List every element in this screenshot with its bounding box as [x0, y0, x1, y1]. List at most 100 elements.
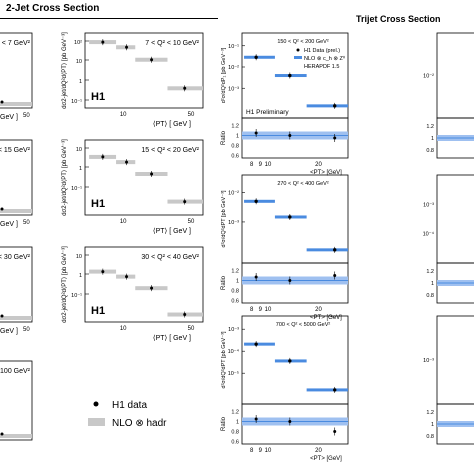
trijet-5-data-point [333, 388, 337, 392]
trijet-1-xtick-label: 8 [250, 162, 254, 168]
dijet-e-theory-bar [0, 316, 32, 320]
trijet-1-title: 150 < Q² < 200 GeV² [277, 39, 329, 45]
trijet-4-frame [436, 174, 474, 264]
dijet-e-xlabel: GeV ] [0, 328, 18, 335]
dijet-heading-rule [0, 18, 218, 19]
trijet-6-ytick-label: 10⁻³ [423, 358, 434, 364]
trijet-6-ratio-ytick-label: 0.8 [426, 434, 434, 440]
trijet-5-ratio-ytick-label: 0.8 [231, 430, 239, 436]
dijet-f-data-point [125, 275, 129, 279]
trijet-5-ratio-ytick-label: 0.6 [231, 440, 239, 446]
trijet-4-ratio-ytick-label: 0.8 [426, 293, 434, 299]
trijet-4-ytick-label: 10⁻³ [423, 202, 434, 208]
trijet-5-xtick-label: 10 [265, 448, 272, 454]
trijet-3-ratio-point [288, 279, 292, 282]
trijet-5-xtick-label: 9 [259, 448, 263, 454]
trijet-3-ratio-ytick-label: 0.8 [231, 289, 239, 295]
trijet-2-ytick-label: 10⁻² [423, 74, 434, 80]
dijet-b-h1-tag: H1 [91, 91, 105, 103]
dijet-c-data-point [0, 207, 4, 211]
dijet-f-h1-tag: H1 [91, 305, 105, 317]
legend-data-label: H1 data [112, 400, 147, 411]
trijet-5-data-point [288, 359, 292, 363]
trijet-1-legend-pdf: HERAPDF 1.5 [304, 64, 339, 70]
dijet-d-h1-tag: H1 [91, 198, 105, 210]
dijet-e-data-point [0, 314, 4, 318]
dijet-d-data-point [150, 172, 154, 176]
trijet-1-xtick-label: 10 [265, 162, 272, 168]
dijet-e-xtick-label: 50 [23, 327, 30, 333]
dijet-b-data-point [125, 45, 129, 49]
dijet-a-theory-bar [0, 102, 32, 106]
trijet-1-ratio-label: Ratio [221, 130, 227, 145]
trijet-3-ytick-label: 10⁻³ [228, 220, 239, 226]
trijet-1-data-point [333, 104, 337, 108]
trijet-3-title: 270 < Q² < 400 GeV² [277, 181, 329, 187]
dijet-d-xlabel: ⟨PT⟩ [ GeV ] [153, 227, 191, 235]
dijet-b-frame [84, 32, 204, 109]
dijet-f-xtick-label: 50 [188, 326, 195, 332]
dijet-b-data-point [150, 58, 154, 62]
trijet-1-ratio-point [288, 134, 292, 137]
dijet-b-xtick-label: 50 [188, 112, 195, 118]
trijet-6-ratio-ytick-label: 1 [431, 422, 434, 428]
trijet-5-ratio-point [254, 417, 258, 421]
trijet-1-xtick-label: 9 [259, 162, 263, 168]
trijet-3-data-point [254, 199, 258, 203]
trijet-1-ratio-ytick-label: 1.2 [231, 124, 239, 130]
trijet-1-xtick-label: 20 [315, 162, 322, 168]
legend-theory-label: NLO ⊗ hadr [112, 418, 167, 429]
trijet-1-data-point [254, 55, 258, 59]
trijet-6-ratio-ytick-label: 1.2 [426, 410, 434, 416]
trijet-1-data-point [288, 73, 292, 78]
dijet-d-ylabel: dσ2-jet/dQ²d⟨PT⟩ [pb GeV⁻³] [61, 139, 68, 216]
trijet-1-ratio-ytick-label: 1 [236, 134, 239, 140]
trijet-3-ratio-ytick-label: 0.6 [231, 299, 239, 305]
trijet-4-ratio-ytick-label: 1 [431, 281, 434, 287]
dijet-c-theory-bar [0, 209, 32, 213]
trijet-1-ratio-point [254, 131, 258, 135]
trijet-5-data-point [254, 342, 258, 346]
dijet-d-title: 15 < Q² < 20 GeV² [141, 147, 199, 154]
trijet-4-ratio-ytick-label: 1.2 [426, 269, 434, 275]
dijet-c-xlabel: GeV ] [0, 221, 18, 228]
trijet-5-ytick-label: 10⁻⁴ [228, 348, 240, 355]
trijet-5-xlabel: <PT> [GeV] [310, 456, 342, 462]
legend-data-marker [93, 401, 99, 407]
trijet-5-ratio-point [288, 420, 292, 423]
trijet-1-preliminary-tag: H1 Preliminary [246, 109, 289, 116]
dijet-a-xlabel: GeV ] [0, 114, 18, 121]
dijet-a-data-point [0, 100, 4, 104]
legend-theory-swatch [88, 418, 105, 426]
trijet-5-ytick-label: 10⁻⁵ [228, 370, 239, 377]
trijet-section-heading: Trijet Cross Section [356, 14, 441, 24]
trijet-5-ytick-label: 10⁻³ [228, 327, 239, 333]
trijet-3-ratio-point [254, 275, 258, 279]
trijet-3-ytick-label: 10⁻² [228, 191, 239, 197]
trijet-3-xtick-label: 8 [250, 307, 254, 313]
trijet-5-xtick-label: 8 [250, 448, 254, 454]
trijet-2-frame [436, 32, 474, 119]
dijet-f-data-point [183, 313, 187, 317]
trijet-1-legend-data: H1 Data (prel.) [304, 48, 340, 54]
dijet-f-data-point [101, 270, 105, 274]
dijet-f-data-point [150, 286, 154, 290]
trijet-3-theory-bar [244, 199, 275, 203]
dijet-g-theory-bar [0, 434, 32, 438]
dijet-a-title: < 7 GeV² [2, 40, 31, 47]
trijet-1-ytick-label: 10⁻³ [228, 86, 239, 92]
dijet-b-data-point [183, 86, 187, 90]
trijet-4-ytick-label: 10⁻⁴ [423, 231, 435, 238]
dijet-c-title: < 15 GeV² [0, 147, 31, 154]
dijet-f-ylabel: dσ2-jet/dQ²d⟨PT⟩ [pb GeV⁻³] [61, 246, 68, 323]
trijet-3-xtick-label: 9 [259, 307, 263, 313]
trijet-1-ytick-label: 10⁻² [228, 65, 239, 71]
trijet-2-ratio-ytick-label: 0.8 [426, 148, 434, 154]
trijet-5-ylabel: d²σ/dQ²dPT [pb GeV⁻³] [221, 331, 227, 388]
trijet-3-ratio-ytick-label: 1.2 [231, 269, 239, 275]
trijet-3-data-point [288, 215, 292, 219]
dijet-b-data-point [101, 40, 105, 44]
trijet-5-ratio-label: Ratio [221, 416, 227, 431]
trijet-5-ratio-ytick-label: 1.2 [231, 410, 239, 416]
trijet-3-ratio-label: Ratio [221, 275, 227, 290]
